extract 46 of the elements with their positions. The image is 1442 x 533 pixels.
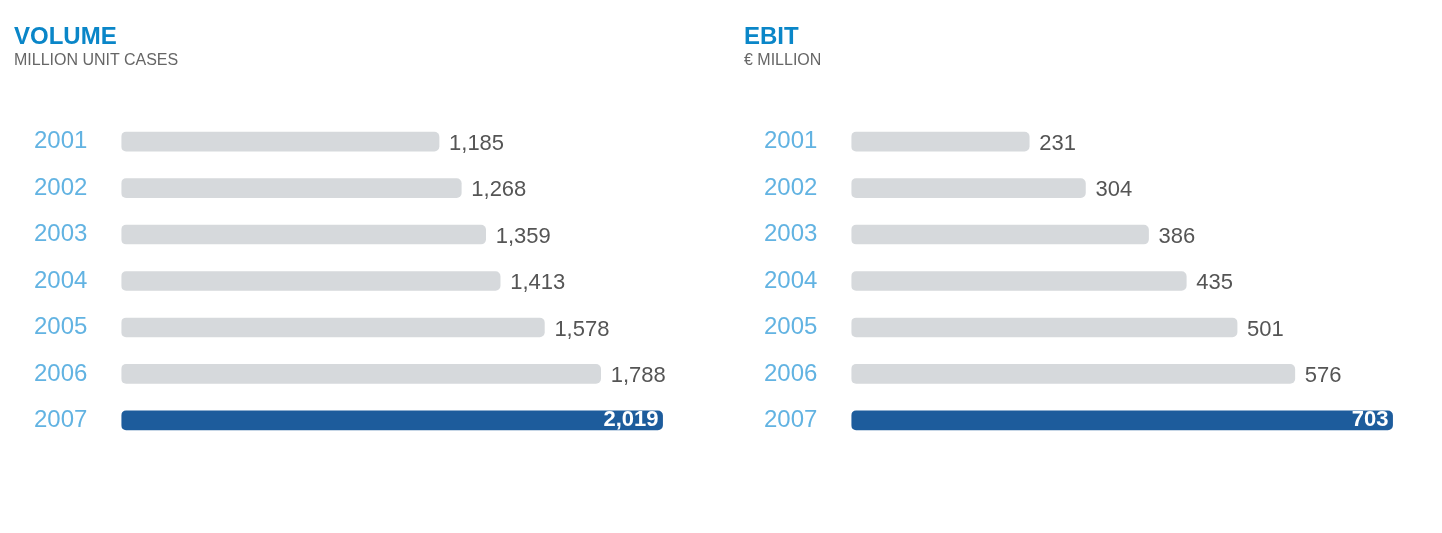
data-label: 501 [1247,315,1284,341]
y-tick-label: 2002 [764,172,818,200]
bar [851,178,1086,198]
y-tick-label: 2003 [34,219,88,247]
bar [121,224,486,245]
bar [851,410,1393,431]
y-tick-label: 2005 [34,312,88,340]
y-tick-label: 2004 [34,265,88,293]
bar [851,364,1296,384]
bar [121,131,440,152]
y-tick-label: 2003 [764,219,818,247]
data-label: 435 [1196,269,1233,295]
y-tick-label: 2006 [34,358,88,386]
data-label: 1,268 [471,176,527,202]
y-tick-label: 2001 [764,126,818,154]
data-label: 576 [1304,361,1342,387]
data-label: 2,019 [603,406,659,432]
bar [121,410,663,431]
bar [851,271,1187,291]
y-tick-label: 2007 [764,405,818,432]
data-label: 703 [1351,406,1389,432]
y-tick-label: 2005 [764,312,818,340]
y-tick-label: 2007 [34,405,88,432]
data-label: 304 [1095,176,1133,202]
chart-subtitle: MILLION UNIT CASES [14,50,180,70]
chart-title: EBIT [744,22,800,50]
data-label: 1,359 [495,222,551,248]
y-tick-label: 2004 [764,265,818,293]
chart-subtitle: € MILLION [744,50,823,70]
data-label: 231 [1039,129,1076,155]
bar [851,131,1030,152]
bar [121,178,462,198]
bar [121,271,501,291]
bar [851,224,1149,245]
data-label: 1,185 [449,129,505,155]
y-tick-label: 2006 [764,358,818,386]
data-label: 386 [1158,222,1196,248]
data-label: 1,578 [554,315,610,341]
bar [121,317,545,338]
bar [121,364,601,384]
data-label: 1,788 [610,361,666,387]
y-tick-label: 2002 [34,172,88,200]
bar [851,317,1238,338]
chart-title: VOLUME [14,22,118,50]
y-tick-label: 2001 [34,126,88,154]
data-label: 1,413 [510,269,566,295]
